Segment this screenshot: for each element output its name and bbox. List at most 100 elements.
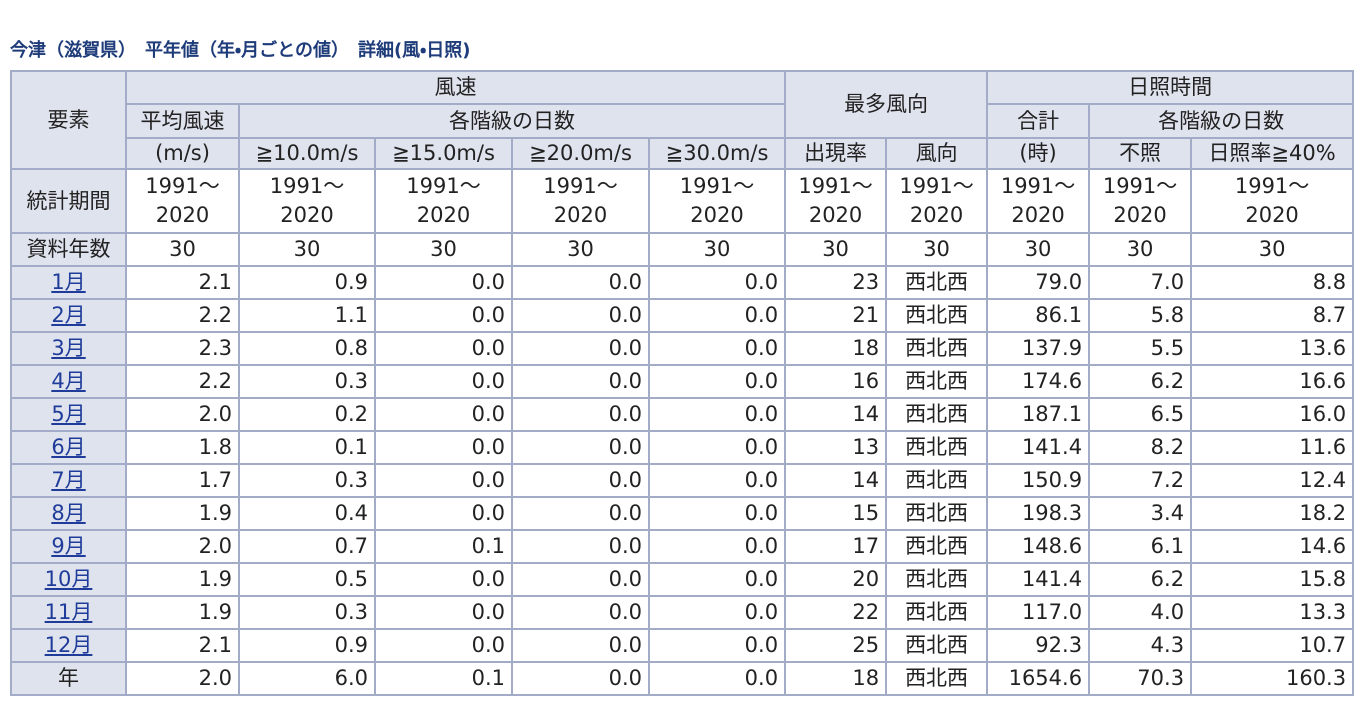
month-link[interactable]: 5月 bbox=[51, 402, 86, 426]
data-cell: 6.2 bbox=[1088, 562, 1193, 597]
data-cell: 13 bbox=[784, 430, 888, 465]
data-cell: 15 bbox=[784, 496, 888, 531]
data-cell: 2.0 bbox=[125, 529, 240, 564]
month-link[interactable]: 11月 bbox=[44, 600, 93, 624]
data-cell: 6.0 bbox=[238, 661, 376, 696]
month-link[interactable]: 6月 bbox=[51, 435, 86, 459]
data-cell: 西北西 bbox=[885, 430, 989, 465]
data-cell: 西北西 bbox=[885, 364, 989, 399]
data-cell: 西北西 bbox=[885, 595, 989, 630]
header-cell: 最多風向 bbox=[784, 70, 989, 139]
data-cell: 8.7 bbox=[1190, 298, 1355, 333]
data-cell: 30 bbox=[125, 232, 240, 267]
data-cell: 0.0 bbox=[647, 496, 787, 531]
data-cell: 1.1 bbox=[238, 298, 376, 333]
data-cell: 7.0 bbox=[1088, 265, 1193, 300]
month-link[interactable]: 2月 bbox=[51, 303, 86, 327]
data-row: 6月 1.8 0.1 0.0 0.0 0.0 13 西北西 141.4 8.2 11.6 bbox=[10, 430, 1355, 465]
data-cell: 17 bbox=[784, 529, 888, 564]
data-cell: 14.6 bbox=[1190, 529, 1355, 564]
month-link[interactable]: 9月 bbox=[51, 534, 86, 558]
data-cell: 0.0 bbox=[647, 430, 787, 465]
month-link[interactable]: 8月 bbox=[51, 501, 86, 525]
data-cell: 30 bbox=[1190, 232, 1355, 267]
data-cell: 70.3 bbox=[1088, 661, 1193, 696]
data-cell: 18 bbox=[784, 661, 888, 696]
data-cell: 西北西 bbox=[885, 661, 989, 696]
data-row: 12月 2.1 0.9 0.0 0.0 0.0 25 西北西 92.3 4.3 10.7 bbox=[10, 628, 1355, 663]
data-row: 11月 1.9 0.3 0.0 0.0 0.0 22 西北西 117.0 4.0 13.3 bbox=[10, 595, 1355, 630]
data-cell: 0.3 bbox=[238, 463, 376, 498]
data-cell: 1.8 bbox=[125, 430, 240, 465]
data-cell: 0.0 bbox=[374, 331, 513, 366]
data-cell: 0.0 bbox=[374, 430, 513, 465]
data-cell: 6.2 bbox=[1088, 364, 1193, 399]
data-cell: 0.0 bbox=[374, 265, 513, 300]
data-cell: 30 bbox=[986, 232, 1091, 267]
month-link[interactable]: 7月 bbox=[51, 468, 86, 492]
data-cell: 198.3 bbox=[986, 496, 1091, 531]
data-cell: 西北西 bbox=[885, 463, 989, 498]
data-cell: 0.8 bbox=[238, 331, 376, 366]
row-label: 12月 bbox=[10, 628, 127, 663]
month-link[interactable]: 3月 bbox=[51, 336, 86, 360]
header-cell: (時) bbox=[986, 137, 1091, 170]
data-cell: 16 bbox=[784, 364, 888, 399]
header-cell: 風向 bbox=[885, 137, 989, 170]
data-cell: 11.6 bbox=[1190, 430, 1355, 465]
data-cell: 0.0 bbox=[511, 265, 650, 300]
data-cell: 2.0 bbox=[125, 661, 240, 696]
month-link[interactable]: 1月 bbox=[51, 270, 86, 294]
row-label: 統計期間 bbox=[10, 168, 127, 234]
data-row: 統計期間 1991～ 2020 1991～ 2020 1991～ 2020 1991～ … bbox=[10, 168, 1355, 234]
data-cell: 2.1 bbox=[125, 628, 240, 663]
month-link[interactable]: 4月 bbox=[51, 369, 86, 393]
row-label: 8月 bbox=[10, 496, 127, 531]
data-cell: 0.0 bbox=[647, 265, 787, 300]
data-cell: 1991～ 2020 bbox=[374, 168, 513, 234]
data-cell: 1.9 bbox=[125, 595, 240, 630]
data-cell: 2.2 bbox=[125, 298, 240, 333]
data-cell: 1991～ 2020 bbox=[647, 168, 787, 234]
data-row: 2月 2.2 1.1 0.0 0.0 0.0 21 西北西 86.1 5.8 8.7 bbox=[10, 298, 1355, 333]
header-cell: (m/s) bbox=[125, 137, 240, 170]
data-cell: 0.0 bbox=[374, 496, 513, 531]
data-cell: 14 bbox=[784, 397, 888, 432]
data-cell: 0.0 bbox=[647, 397, 787, 432]
header-cell: 日照率≧40% bbox=[1190, 137, 1355, 170]
data-cell: 5.8 bbox=[1088, 298, 1193, 333]
data-row: 4月 2.2 0.3 0.0 0.0 0.0 16 西北西 174.6 6.2 16.6 bbox=[10, 364, 1355, 399]
data-cell: 西北西 bbox=[885, 628, 989, 663]
data-cell: 21 bbox=[784, 298, 888, 333]
data-cell: 0.0 bbox=[511, 595, 650, 630]
data-cell: 137.9 bbox=[986, 331, 1091, 366]
header-cell: ≧30.0m/s bbox=[647, 137, 787, 170]
row-label: 9月 bbox=[10, 529, 127, 564]
data-cell: 1991～ 2020 bbox=[125, 168, 240, 234]
data-cell: 1991～ 2020 bbox=[986, 168, 1091, 234]
data-cell: 0.0 bbox=[374, 595, 513, 630]
data-cell: 6.1 bbox=[1088, 529, 1193, 564]
data-cell: 0.2 bbox=[238, 397, 376, 432]
data-cell: 0.0 bbox=[511, 529, 650, 564]
data-cell: 14 bbox=[784, 463, 888, 498]
data-cell: 30 bbox=[647, 232, 787, 267]
data-cell: 117.0 bbox=[986, 595, 1091, 630]
header-cell: 不照 bbox=[1088, 137, 1193, 170]
month-link[interactable]: 10月 bbox=[44, 567, 93, 591]
data-cell: 148.6 bbox=[986, 529, 1091, 564]
data-cell: 2.3 bbox=[125, 331, 240, 366]
month-link[interactable]: 12月 bbox=[44, 633, 93, 657]
data-cell: 0.0 bbox=[647, 628, 787, 663]
data-cell: 12.4 bbox=[1190, 463, 1355, 498]
data-cell: 23 bbox=[784, 265, 888, 300]
data-cell: 20 bbox=[784, 562, 888, 597]
data-cell: 1991～ 2020 bbox=[784, 168, 888, 234]
data-cell: 0.0 bbox=[511, 364, 650, 399]
data-cell: 1.7 bbox=[125, 463, 240, 498]
row-label: 6月 bbox=[10, 430, 127, 465]
data-row: 年 2.0 6.0 0.1 0.0 0.0 18 西北西 1654.6 70.3 160.3 bbox=[10, 661, 1355, 696]
data-cell: 1.9 bbox=[125, 562, 240, 597]
data-cell: 1991～ 2020 bbox=[511, 168, 650, 234]
